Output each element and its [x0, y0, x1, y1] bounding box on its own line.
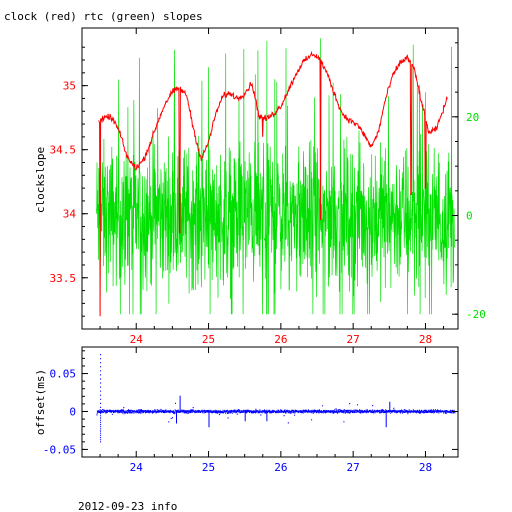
- green-line: [96, 38, 455, 315]
- offset-plot-frame: [81, 346, 459, 458]
- y-tick-label: 34: [63, 208, 77, 221]
- y2-tick-label: 0: [466, 210, 473, 223]
- red-line: [98, 50, 448, 317]
- offset-x-axis: 24 25 26 27 28: [99, 347, 445, 474]
- x-tick-label: 26: [274, 333, 287, 346]
- chart-title: clock (red) rtc (green) slopes: [4, 10, 203, 23]
- y-tick-label: 35: [63, 80, 76, 93]
- slopes-x-axis: 24 25 26 27 28: [99, 28, 445, 346]
- offset-ylabel: offset(ms): [34, 369, 47, 435]
- y-tick-label: -0.05: [43, 443, 76, 456]
- green-series: [96, 38, 455, 315]
- x-tick-label: 24: [130, 333, 144, 346]
- red-series: [98, 50, 448, 317]
- x-tick-label: 25: [202, 461, 215, 474]
- x-tick-label: 27: [347, 333, 360, 346]
- slopes-ylabel: clockslope: [34, 147, 47, 213]
- y2-tick-label: -20: [466, 308, 486, 321]
- x-tick-label: 28: [419, 333, 432, 346]
- x-tick-label: 27: [347, 461, 360, 474]
- y-tick-label: 34.5: [50, 144, 77, 157]
- offset-series: [96, 354, 456, 443]
- offset-points: [96, 354, 456, 443]
- slopes-y2-axis: -20 0 20: [452, 42, 486, 321]
- y2-tick-label: 20: [466, 111, 479, 124]
- slopes-plot-frame: [81, 27, 459, 330]
- slopes-y-axis: 33.5 34 34.5 35: [50, 46, 88, 317]
- x-tick-label: 24: [130, 461, 144, 474]
- slopes-panel: 24 25 26 27 28 33.5 34 34.5 35 -20 0 20 clockslop…: [34, 27, 486, 346]
- offset-y-axis: -0.05 0 0.05: [43, 350, 458, 456]
- y-tick-label: 0.05: [50, 368, 77, 381]
- offset-panel: 24 25 26 27 28 -0.05 0 0.05 offset(ms): [34, 346, 459, 474]
- x-tick-label: 26: [274, 461, 287, 474]
- y-tick-label: 33.5: [50, 272, 77, 285]
- footer-date: 2012-09-23 info: [78, 500, 177, 512]
- x-tick-label: 25: [202, 333, 215, 346]
- x-tick-label: 28: [419, 461, 432, 474]
- y-tick-label: 0: [69, 405, 76, 418]
